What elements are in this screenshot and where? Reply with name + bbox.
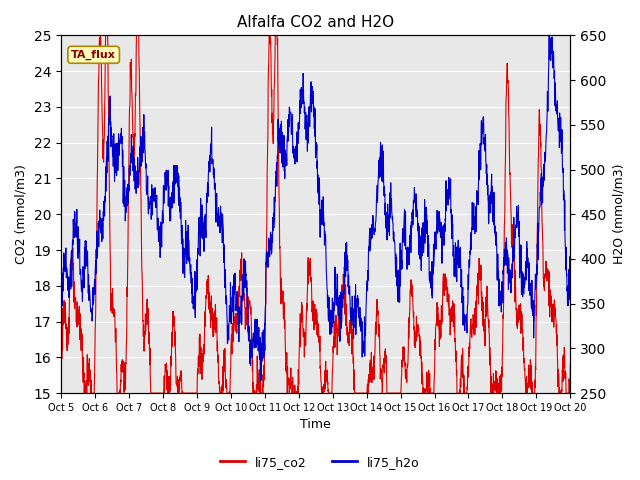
Y-axis label: CO2 (mmol/m3): CO2 (mmol/m3) (15, 164, 28, 264)
Y-axis label: H2O (mmol/m3): H2O (mmol/m3) (612, 164, 625, 264)
Legend: li75_co2, li75_h2o: li75_co2, li75_h2o (215, 451, 425, 474)
X-axis label: Time: Time (300, 419, 331, 432)
Title: Alfalfa CO2 and H2O: Alfalfa CO2 and H2O (237, 15, 394, 30)
Text: TA_flux: TA_flux (71, 49, 116, 60)
